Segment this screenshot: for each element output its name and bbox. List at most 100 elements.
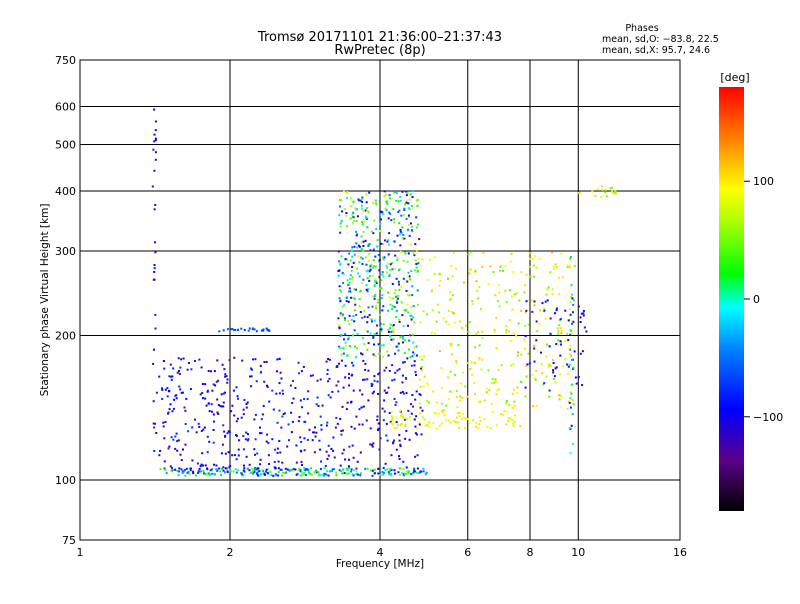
echo-point: [198, 468, 201, 470]
echo-point: [405, 473, 408, 475]
echo-point: [197, 422, 200, 425]
echo-point: [350, 249, 353, 252]
echo-point: [365, 192, 368, 195]
echo-point: [348, 290, 351, 293]
echo-point: [355, 220, 358, 222]
echo-point: [338, 297, 341, 300]
echo-point: [582, 312, 585, 315]
echo-point: [574, 376, 577, 379]
echo-point: [226, 467, 229, 470]
echo-point: [525, 375, 528, 378]
echo-point: [447, 397, 450, 400]
echo-point: [477, 358, 480, 361]
echo-point: [407, 229, 410, 232]
echo-point: [170, 375, 173, 378]
echo-point: [391, 423, 394, 426]
echo-point: [159, 468, 162, 470]
echo-point: [380, 328, 383, 331]
echo-point: [415, 471, 418, 474]
echo-point: [360, 406, 363, 409]
echo-point: [512, 332, 515, 335]
echo-point: [348, 287, 351, 290]
echo-point: [320, 460, 322, 463]
echo-point: [611, 190, 613, 193]
echo-point: [319, 415, 322, 418]
echo-point: [377, 427, 380, 430]
echo-point: [466, 362, 469, 365]
echo-point: [415, 415, 418, 418]
echo-point: [191, 426, 194, 429]
echo-point: [570, 424, 573, 427]
echo-point: [516, 392, 519, 395]
echo-point: [572, 403, 575, 406]
echo-point: [371, 392, 374, 395]
echo-point: [385, 271, 388, 274]
echo-point: [368, 317, 371, 320]
echo-point: [378, 287, 381, 290]
echo-point: [523, 338, 526, 341]
echo-point: [543, 309, 546, 312]
echo-point: [375, 204, 378, 206]
echo-point: [316, 396, 319, 399]
echo-point: [553, 268, 555, 270]
echo-point: [169, 363, 172, 366]
echo-point: [292, 468, 295, 470]
echo-point: [369, 249, 372, 252]
echo-point: [391, 308, 394, 311]
echo-point: [182, 448, 184, 451]
echo-point: [362, 219, 365, 222]
echo-point: [375, 202, 377, 205]
echo-point: [396, 369, 399, 372]
echo-point: [339, 312, 342, 315]
echo-point: [171, 466, 173, 469]
echo-point: [152, 278, 155, 281]
echo-point: [373, 468, 376, 471]
echo-point: [549, 332, 552, 335]
echo-point: [347, 319, 350, 322]
echo-point: [401, 190, 404, 193]
echo-point: [396, 345, 399, 348]
echo-point: [505, 402, 508, 405]
echo-point: [365, 288, 368, 291]
echo-point: [366, 226, 369, 229]
echo-point: [217, 404, 220, 406]
echo-point: [387, 253, 390, 256]
echo-point: [335, 416, 338, 419]
echo-point: [400, 423, 403, 425]
echo-point: [304, 469, 307, 472]
echo-point: [360, 352, 362, 355]
echo-point: [328, 358, 331, 361]
echo-point: [428, 425, 431, 428]
echo-point: [359, 451, 362, 454]
echo-point: [348, 467, 350, 470]
echo-point: [409, 416, 411, 419]
echo-point: [281, 474, 283, 477]
echo-point: [210, 472, 213, 475]
echo-point: [443, 414, 446, 416]
echo-point: [215, 464, 218, 467]
echo-point: [360, 241, 363, 244]
echo-point: [512, 388, 515, 391]
echo-point: [312, 431, 315, 434]
echo-point: [378, 467, 381, 470]
echo-point: [186, 368, 189, 371]
echo-point: [340, 198, 342, 201]
echo-point: [440, 402, 443, 405]
echo-point: [536, 330, 539, 333]
echo-point: [389, 420, 392, 423]
echo-point: [385, 366, 388, 369]
echo-point: [508, 289, 511, 292]
echo-point: [219, 404, 222, 407]
echo-point: [220, 474, 222, 477]
echo-point: [387, 309, 389, 312]
echo-point: [387, 328, 390, 331]
echo-point: [260, 329, 263, 332]
echo-point: [338, 285, 341, 288]
echo-point: [426, 424, 429, 427]
echo-point: [339, 288, 342, 291]
echo-point: [412, 316, 415, 319]
echo-point: [388, 211, 391, 214]
echo-point: [361, 200, 364, 203]
echo-point: [485, 391, 488, 394]
